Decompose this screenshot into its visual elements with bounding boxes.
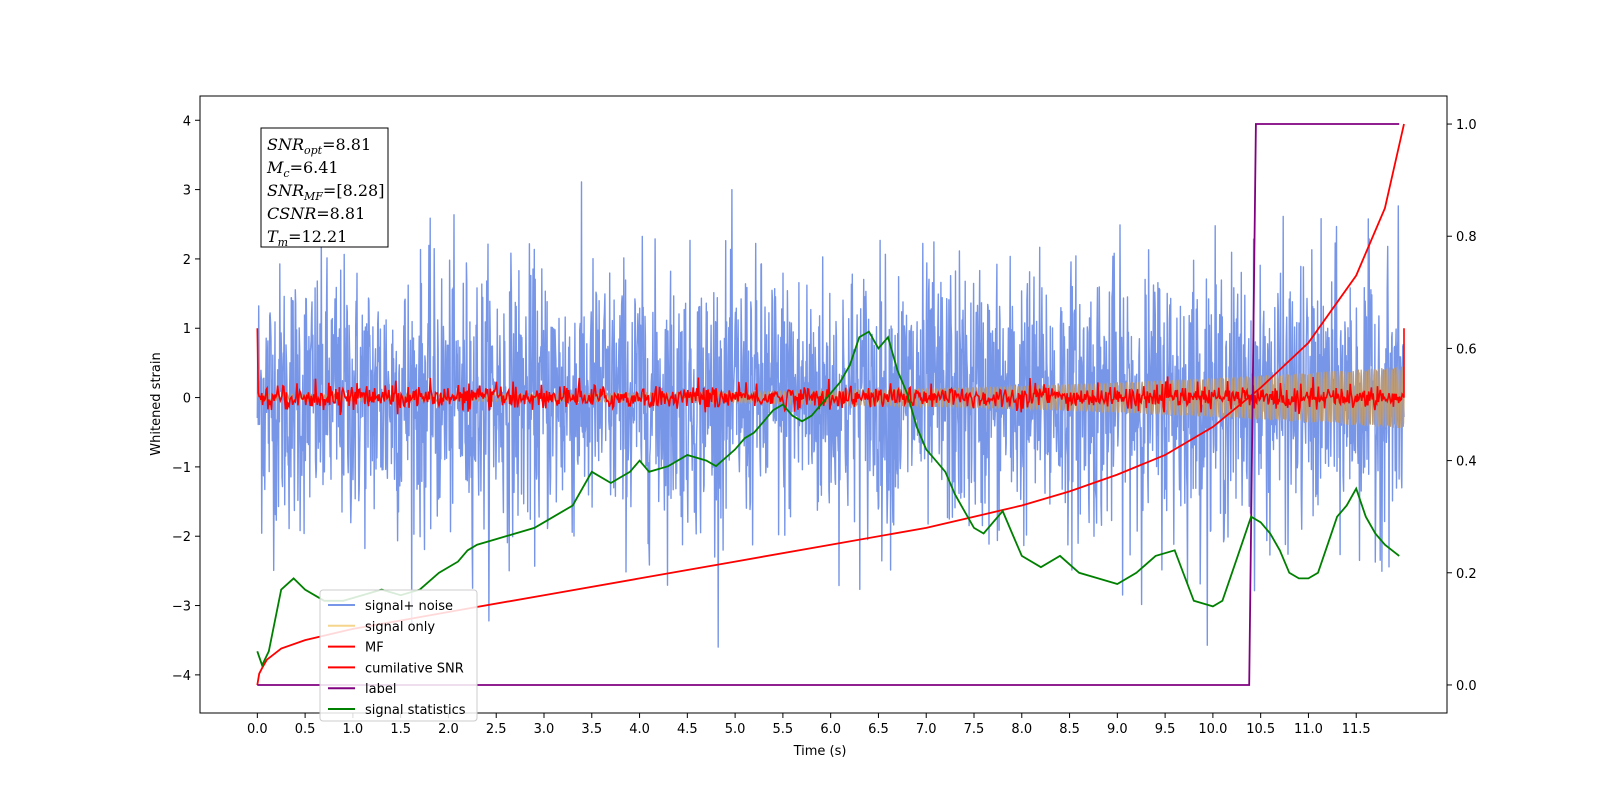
x-tick-label: 5.0 xyxy=(725,722,746,737)
legend: signal+ noise signal only MF cumilative SNR… xyxy=(319,589,478,722)
x-tick-label: 3.0 xyxy=(534,722,555,737)
y-tick-label: −2 xyxy=(172,530,191,545)
series-mf xyxy=(256,328,1405,416)
stats-line: CSNR=8.81 xyxy=(267,204,365,223)
x-tick-label: 3.5 xyxy=(581,722,602,737)
stats-line: SNRopt=8.81 xyxy=(267,135,371,157)
y-axis-right: 1.0 0.8 0.6 0.4 0.2 0.0 xyxy=(1447,118,1477,694)
y-tick-label: 0 xyxy=(183,392,191,407)
y-tick-label: 3 xyxy=(183,184,191,199)
x-tick-label: 9.5 xyxy=(1155,722,1176,737)
stats-line: Tm=12.21 xyxy=(267,227,347,249)
series-cumulative-snr xyxy=(256,123,1405,686)
y2-tick-label: 0.6 xyxy=(1456,342,1477,357)
x-axis: 0.0 0.5 1.0 1.5 2.0 2.5 3.0 3.5 4.0 4.5 5.0 5.5 6.0 6… xyxy=(247,713,1371,737)
legend-label: signal only xyxy=(365,620,435,635)
y-axis-left: 4 3 2 1 0 −1 −2 −3 −4 xyxy=(172,114,200,684)
x-tick-label: 7.0 xyxy=(916,722,937,737)
legend-label: cumilative SNR xyxy=(365,661,464,676)
stats-line: Mc=6.41 xyxy=(266,158,339,180)
x-tick-label: 2.5 xyxy=(486,722,507,737)
legend-label: signal+ noise xyxy=(365,599,453,614)
x-tick-label: 1.5 xyxy=(390,722,411,737)
y2-tick-label: 0.8 xyxy=(1456,230,1477,245)
x-tick-label: 10.5 xyxy=(1246,722,1275,737)
legend-label: label xyxy=(365,682,396,697)
x-tick-label: 5.5 xyxy=(773,722,794,737)
y-tick-label: 2 xyxy=(183,253,191,268)
x-tick-label: 4.0 xyxy=(629,722,650,737)
series-signal-statistics xyxy=(256,330,1400,668)
x-tick-label: 6.5 xyxy=(868,722,889,737)
x-tick-label: 10.0 xyxy=(1198,722,1227,737)
y2-tick-label: 0.4 xyxy=(1456,455,1477,470)
x-tick-label: 9.0 xyxy=(1107,722,1128,737)
x-axis-label: Time (s) xyxy=(793,744,847,759)
y-tick-label: 1 xyxy=(183,322,191,337)
x-tick-label: 11.0 xyxy=(1294,722,1323,737)
legend-frame xyxy=(319,589,478,722)
y-tick-label: −1 xyxy=(172,461,191,476)
y-tick-label: −4 xyxy=(172,669,191,684)
stats-line: SNRMF=[8.28] xyxy=(267,181,384,203)
x-tick-label: 4.5 xyxy=(677,722,698,737)
axes-frame xyxy=(199,95,1448,714)
stats-box-frame xyxy=(260,127,389,248)
legend-label: MF xyxy=(365,641,384,656)
x-tick-label: 11.5 xyxy=(1342,722,1371,737)
y2-tick-label: 0.2 xyxy=(1456,567,1477,582)
y-tick-label: 4 xyxy=(183,114,191,129)
x-tick-label: 0.5 xyxy=(295,722,316,737)
y-axis-label: Whitened strain xyxy=(149,352,164,455)
x-tick-label: 1.0 xyxy=(343,722,364,737)
y2-tick-label: 0.0 xyxy=(1456,679,1477,694)
x-tick-label: 7.5 xyxy=(964,722,985,737)
series-label xyxy=(257,123,1400,686)
y2-tick-label: 1.0 xyxy=(1456,118,1477,133)
y-tick-label: −3 xyxy=(172,600,191,615)
x-tick-label: 2.0 xyxy=(438,722,459,737)
x-tick-label: 8.0 xyxy=(1011,722,1032,737)
legend-label: signal statistics xyxy=(365,703,466,718)
x-tick-label: 8.5 xyxy=(1059,722,1080,737)
plot-area xyxy=(256,123,1405,686)
x-tick-label: 6.0 xyxy=(820,722,841,737)
x-tick-label: 0.0 xyxy=(247,722,268,737)
